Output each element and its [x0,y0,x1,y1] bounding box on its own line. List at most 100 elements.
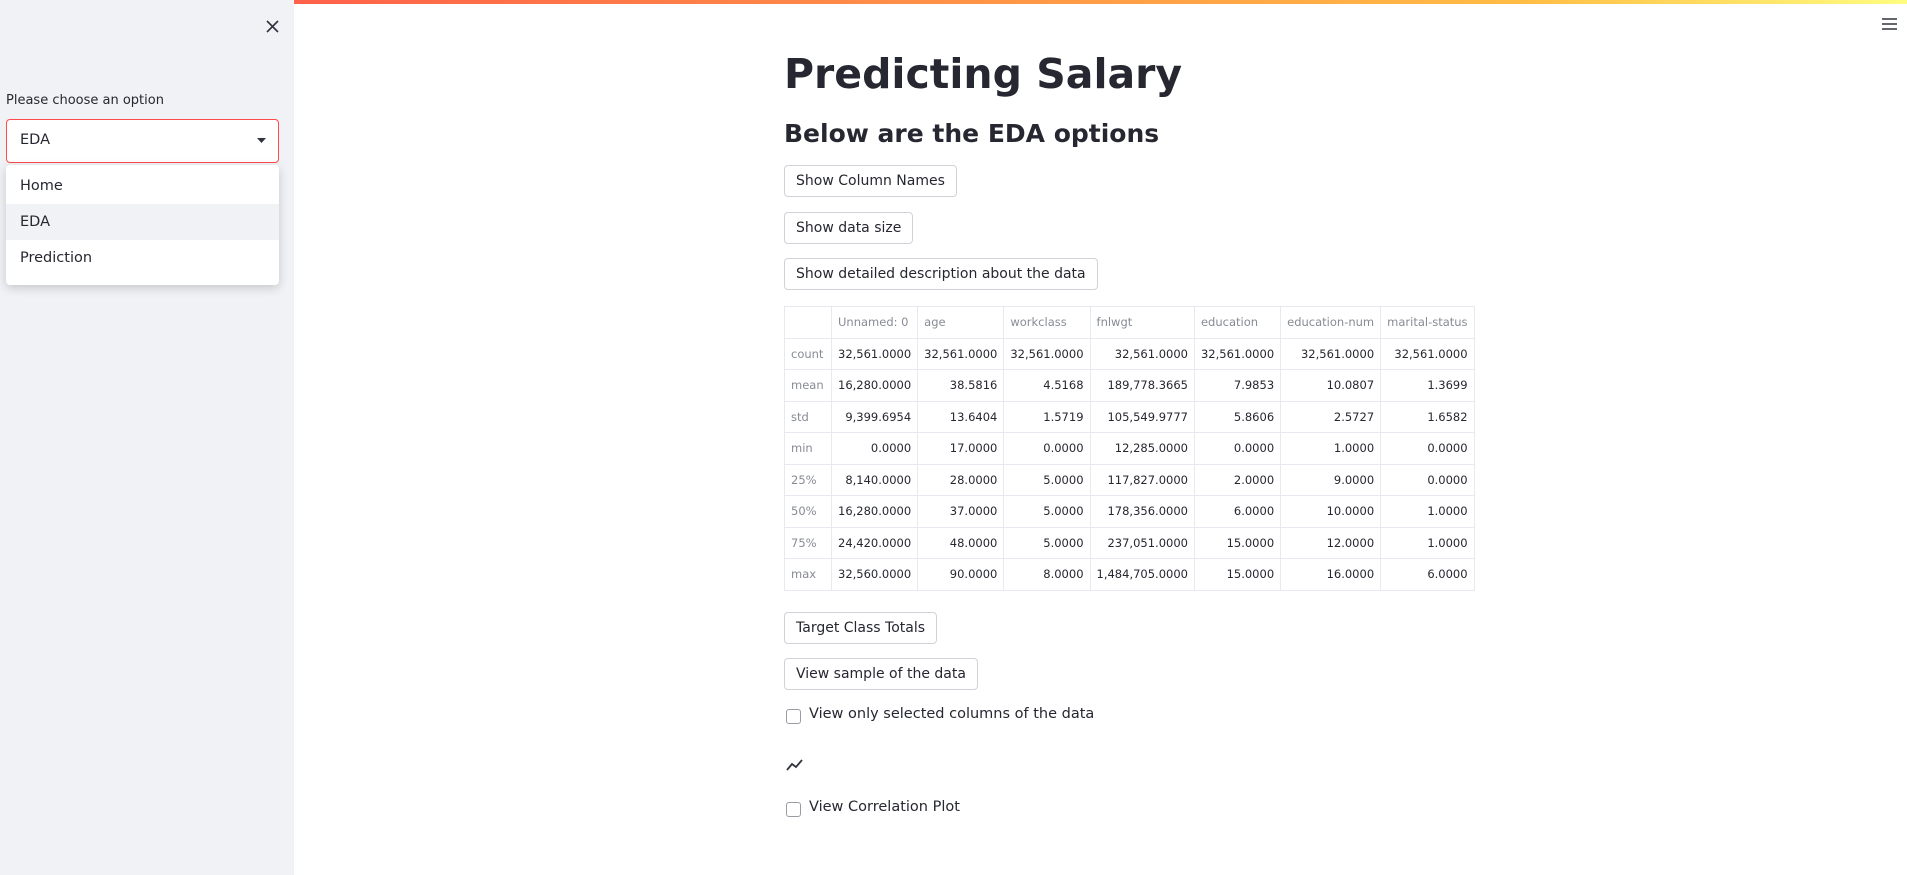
dropdown-option[interactable]: Home [20,178,63,194]
table-row: max 32,560.0000 90.0000 8.0000 1,484,705.000… [784,558,1475,591]
table-cell: 8,140.0000 [830,463,919,496]
row-index: mean [784,369,832,402]
table-cell: 24,420.0000 [830,526,919,559]
row-index: std [784,400,832,433]
header-cell: age [917,306,1005,339]
table-cell: 9,399.6954 [830,400,919,433]
table-cell: 178,356.0000 [1089,495,1195,528]
table-row: mean 16,280.0000 38.5816 4.5168 189,778.3665… [784,369,1475,402]
table-row: 25% 8,140.0000 28.0000 5.0000 117,827.0000 2.… [784,463,1475,496]
table-container: Unnamed: 0 age workclass fnlwgt education edu… [784,306,1475,591]
table-row: count 32,561.0000 32,561.0000 32,561.0000 32… [784,337,1475,370]
table-cell: 90.0000 [917,558,1005,591]
table-cell: 32,561.0000 [1380,337,1475,370]
dropdown-option[interactable]: Prediction [20,250,93,266]
button[interactable]: Show Column Names [784,165,957,197]
table-cell: 189,778.3665 [1089,369,1195,402]
row-index: 25% [784,463,832,496]
table-cell: 7.9853 [1193,369,1282,402]
table-row: std 9,399.6954 13.6404 1.5719 105,549.9777 5.… [784,400,1475,433]
table-cell: 16,280.0000 [830,495,919,528]
table-cell: 1.0000 [1380,495,1475,528]
table-cell: 32,561.0000 [1280,337,1382,370]
button[interactable]: Show data size [784,212,914,244]
top-bar [0,0,1907,4]
select-label: Please choose an option [6,93,164,108]
checkbox-label: View Correlation Plot [809,799,960,815]
table-cell: 16.0000 [1280,558,1382,591]
button[interactable]: Target Class Totals [784,612,938,644]
table-cell: 2.0000 [1193,463,1282,496]
header-row: Unnamed: 0 age workclass fnlwgt education edu… [784,306,1475,339]
table-cell: 1.0000 [1380,526,1475,559]
describe-table: Unnamed: 0 age workclass fnlwgt education edu… [784,306,1475,591]
table-cell: 2.5727 [1280,400,1382,433]
table-cell: 117,827.0000 [1089,463,1195,496]
header-cell [784,306,832,339]
table-cell: 4.5168 [1003,369,1091,402]
table-cell: 32,561.0000 [1193,337,1282,370]
table-cell: 10.0000 [1280,495,1382,528]
table-cell: 1.0000 [1280,432,1382,465]
table-cell: 16,280.0000 [830,369,919,402]
table-cell: 8.0000 [1003,558,1091,591]
header-cell: Unnamed: 0 [830,306,919,339]
table-cell: 105,549.9777 [1089,400,1195,433]
table-cell: 37.0000 [917,495,1005,528]
table-cell: 32,560.0000 [830,558,919,591]
sidebar: Please choose an option EDA Home EDA Predi… [0,0,294,875]
table-cell: 1.3699 [1380,369,1475,402]
row-index: 50% [784,495,832,528]
table-cell: 5.0000 [1003,526,1091,559]
table-cell: 48.0000 [917,526,1005,559]
table-cell: 0.0000 [1003,432,1091,465]
table-cell: 15.0000 [1193,526,1282,559]
table-cell: 9.0000 [1280,463,1382,496]
header-cell: marital-status [1380,306,1475,339]
table-cell: 6.0000 [1380,558,1475,591]
table-row: min 0.0000 17.0000 0.0000 12,285.0000 0.0000 1… [784,432,1475,465]
table-cell: 13.6404 [917,400,1005,433]
table-cell: 28.0000 [917,463,1005,496]
checkbox[interactable] [786,802,801,817]
row-index: min [784,432,832,465]
table-cell: 12.0000 [1280,526,1382,559]
table-row: 50% 16,280.0000 37.0000 5.0000 178,356.0000 6… [784,495,1475,528]
checkbox[interactable] [786,709,801,724]
table-cell: 1.6582 [1380,400,1475,433]
table-cell: 5.8606 [1193,400,1282,433]
table-cell: 32,561.0000 [1089,337,1195,370]
dropdown-option[interactable]: EDA [6,204,279,240]
row-index: 75% [784,526,832,559]
header-cell: fnlwgt [1089,306,1195,339]
header-cell: education [1193,306,1282,339]
table-cell: 1.5719 [1003,400,1091,433]
table-cell: 12,285.0000 [1089,432,1195,465]
table-cell: 32,561.0000 [830,337,919,370]
table-cell: 10.0807 [1280,369,1382,402]
button[interactable]: View sample of the data [784,658,978,690]
table-cell: 15.0000 [1193,558,1282,591]
table-row: 75% 24,420.0000 48.0000 5.0000 237,051.0000 1… [784,526,1475,559]
row-index: max [784,558,832,591]
table-cell: 6.0000 [1193,495,1282,528]
table-cell: 0.0000 [1380,463,1475,496]
table-cell: 0.0000 [1380,432,1475,465]
table-cell: 17.0000 [917,432,1005,465]
table-cell: 32,561.0000 [917,337,1005,370]
table-cell: 1,484,705.0000 [1089,558,1195,591]
select-box[interactable]: EDA [6,119,279,163]
table-cell: 5.0000 [1003,463,1091,496]
subtitle: Below are the EDA options [784,119,1160,148]
header-cell: workclass [1003,306,1091,339]
row-index: count [784,337,832,370]
button[interactable]: Show detailed description about the data [784,258,1098,290]
title: Predicting Salary [784,50,1183,98]
table-cell: 5.0000 [1003,495,1091,528]
table-cell: 237,051.0000 [1089,526,1195,559]
menu-button[interactable] [1882,18,1897,30]
close-button[interactable] [266,20,279,33]
table-cell: 0.0000 [1193,432,1282,465]
table-cell: 38.5816 [917,369,1005,402]
